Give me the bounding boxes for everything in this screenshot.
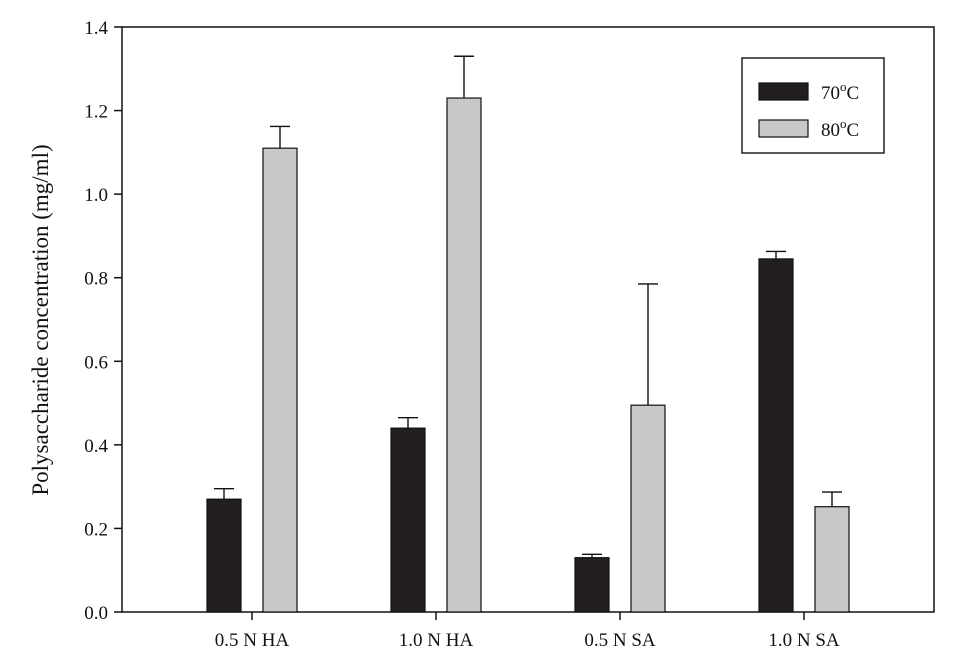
bar-70c-2 <box>390 427 426 613</box>
bar-70c-4 <box>758 258 794 613</box>
legend: 70oC 80oC <box>741 57 885 154</box>
y-tick-label: 0.0 <box>84 603 108 624</box>
legend-label-80c: 80oC <box>821 116 859 141</box>
legend-label-70c: 70oC <box>821 79 859 104</box>
y-tick-label: 1.2 <box>84 102 108 123</box>
x-tick-label: 0.5 N SA <box>584 630 656 651</box>
legend-swatch-70c <box>758 82 809 101</box>
bar-80c-1 <box>262 147 298 613</box>
bar-70c-3 <box>574 557 610 613</box>
y-tick-label: 1.4 <box>84 18 108 39</box>
error-bars <box>214 55 842 558</box>
legend-swatch-80c <box>758 119 809 138</box>
x-tick-label: 1.0 N HA <box>399 630 474 651</box>
bar-80c-4 <box>814 506 850 613</box>
y-tick-label: 0.8 <box>84 269 108 290</box>
y-tick-label: 0.2 <box>84 519 108 540</box>
x-tick-label: 1.0 N SA <box>768 630 840 651</box>
plot-frame <box>121 26 935 613</box>
y-tick-label: 1.0 <box>84 185 108 206</box>
legend-box <box>741 57 885 154</box>
y-tick-label: 0.6 <box>84 352 108 373</box>
y-tick-label: 0.4 <box>84 436 108 457</box>
bars <box>206 97 850 613</box>
x-axis: 0.5 N HA 1.0 N HA 0.5 N SA 1.0 N SA <box>215 612 840 651</box>
y-axis-label: Polysaccharide concentration (mg/ml) <box>28 144 53 495</box>
bar-70c-1 <box>206 498 242 613</box>
bar-80c-3 <box>630 404 666 613</box>
bar-80c-2 <box>446 97 482 613</box>
y-axis: 0.0 0.2 0.4 0.6 0.8 1.0 1.2 1.4 <box>84 18 122 624</box>
x-tick-label: 0.5 N HA <box>215 630 290 651</box>
plot-border <box>121 26 935 613</box>
